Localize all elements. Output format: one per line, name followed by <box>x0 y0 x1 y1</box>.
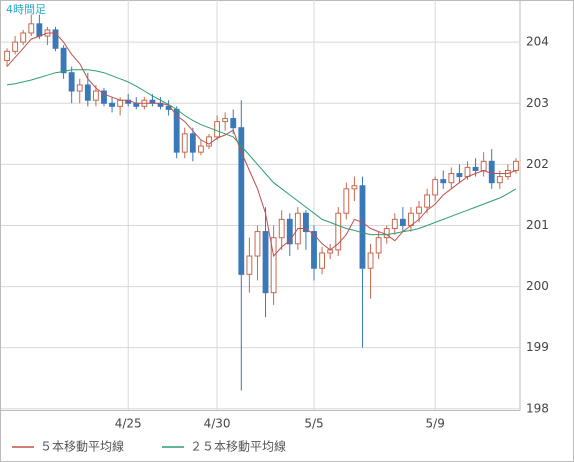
candle-body <box>254 231 261 257</box>
y-tick-label: 198 <box>526 401 549 415</box>
candle-body <box>319 252 326 269</box>
y-tick-label: 204 <box>526 35 549 49</box>
candle-body <box>4 50 10 61</box>
candle-body <box>181 133 188 153</box>
candle-body <box>68 72 75 92</box>
candle-body <box>359 185 366 269</box>
moving-average-line <box>6 32 517 258</box>
candle-body <box>286 218 293 245</box>
y-tick-label: 203 <box>526 96 549 110</box>
candle-body <box>238 127 245 275</box>
candle-body <box>311 231 317 269</box>
candle-body <box>214 121 220 138</box>
candle-body <box>278 218 285 239</box>
candle-body <box>472 166 479 171</box>
candle-body <box>84 84 91 101</box>
legend-label: ２５本移動平均線 <box>190 439 286 454</box>
x-tick-label: 4/25 <box>115 417 142 431</box>
candle-body <box>303 212 309 233</box>
candle-body <box>60 47 67 74</box>
candle-body <box>28 23 35 34</box>
candle-body <box>343 188 350 214</box>
y-tick-label: 202 <box>526 157 549 171</box>
candle-body <box>496 176 503 184</box>
candle-body <box>351 185 358 190</box>
candle-body <box>335 212 342 251</box>
candle-body <box>52 29 59 49</box>
candle-body <box>448 173 455 184</box>
candle-body <box>109 102 115 107</box>
candle-body <box>92 90 99 101</box>
candle-body <box>399 218 406 226</box>
candle-body <box>456 173 463 178</box>
candle-body <box>12 41 19 52</box>
candle-body <box>488 160 495 184</box>
candle-body <box>222 118 229 123</box>
candle-body <box>375 237 382 254</box>
x-tick-label: 5/9 <box>426 417 445 431</box>
x-tick-label: 4/30 <box>204 417 231 431</box>
candle-body <box>230 118 237 129</box>
candle-body <box>76 84 83 92</box>
candle-body <box>117 99 124 107</box>
candle-body <box>197 145 204 153</box>
candle-body <box>391 218 398 230</box>
candle-body <box>367 252 374 269</box>
chart-title: 4時間足 <box>6 3 46 16</box>
candle-body <box>464 166 471 178</box>
candle-body <box>383 228 390 239</box>
y-tick-label: 201 <box>526 218 549 232</box>
candle-body <box>480 160 487 171</box>
candle-body <box>440 179 447 184</box>
candle-body <box>432 179 439 196</box>
candle-body <box>424 194 431 208</box>
candle-body <box>189 133 196 153</box>
plot-area <box>0 0 521 411</box>
candle-body <box>246 255 253 275</box>
candle-body <box>270 237 277 294</box>
candle-body <box>262 231 269 294</box>
moving-average-line <box>6 69 517 236</box>
x-tick-label: 5/5 <box>304 417 323 431</box>
candle-body <box>20 32 27 43</box>
y-tick-label: 200 <box>526 279 549 293</box>
candle-body <box>36 23 43 37</box>
legend-label: ５本移動平均線 <box>40 439 124 454</box>
legend: ５本移動平均線 ２５本移動平均線 <box>12 439 286 454</box>
candle-body <box>513 160 519 171</box>
candle-body <box>101 90 107 104</box>
y-tick-label: 199 <box>526 340 549 354</box>
candle-body <box>206 136 212 147</box>
candle-body <box>416 206 422 214</box>
